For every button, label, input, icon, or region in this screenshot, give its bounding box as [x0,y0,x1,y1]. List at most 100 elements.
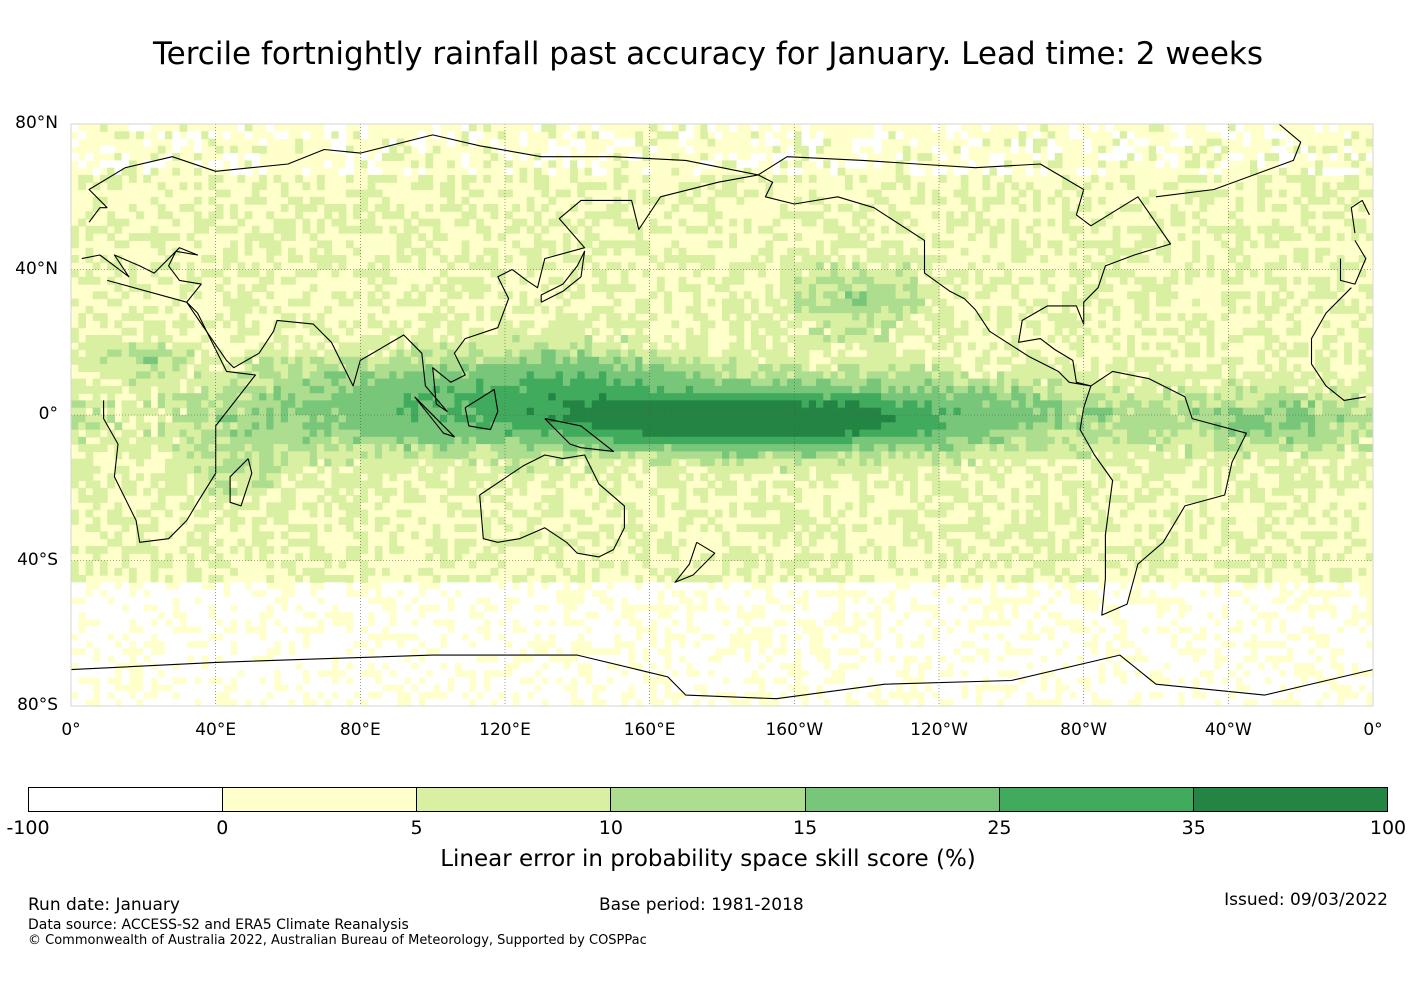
skill-cell [396,618,405,627]
skill-cell [758,458,766,467]
skill-cell [273,473,282,482]
skill-cell [548,669,557,678]
skill-cell [439,626,448,634]
skill-cell [787,611,795,620]
skill-cell [859,174,868,183]
skill-cell [454,291,463,300]
skill-cell [736,400,745,409]
skill-cell [758,269,766,278]
skill-cell [700,262,709,271]
skill-cell [316,698,325,706]
skill-cell [533,626,542,634]
skill-cell [136,509,144,518]
skill-cell [71,698,79,706]
skill-cell [157,618,166,627]
skill-cell [584,349,593,358]
skill-cell [338,444,347,452]
skill-cell [172,320,181,329]
skill-cell [526,335,535,343]
skill-cell [251,429,260,438]
skill-cell [729,684,737,693]
skill-cell [729,487,737,496]
skill-cell [302,364,311,372]
skill-cell [418,378,426,387]
skill-cell [92,546,101,554]
skill-cell [635,509,643,518]
skill-cell [837,684,846,693]
skill-cell [389,626,398,634]
skill-cell [685,182,694,191]
skill-cell [476,335,484,343]
skill-cell [606,546,615,554]
skill-cell [490,138,499,147]
skill-cell [382,269,390,278]
skill-cell [548,262,557,271]
skill-cell [425,458,434,467]
skill-cell [99,160,108,169]
skill-cell [635,385,643,394]
skill-cell [179,371,188,380]
skill-cell [403,255,412,263]
skill-cell [295,553,303,562]
skill-cell [136,458,144,467]
skill-cell [635,524,643,532]
skill-cell [794,553,803,562]
skill-cell [374,698,383,706]
skill-cell [548,495,557,503]
skill-cell [714,225,723,234]
skill-cell [562,422,571,431]
skill-cell [649,429,658,438]
skill-cell [280,218,289,227]
skill-cell [194,509,202,518]
skill-cell [852,378,860,387]
skill-cell [497,371,506,380]
skill-cell [345,364,354,372]
skill-cell [165,465,173,474]
skill-cell [302,298,311,307]
skill-cell [374,458,383,467]
skill-cell [765,429,774,438]
skill-cell [280,465,289,474]
skill-cell [649,225,658,234]
skill-cell [649,655,658,663]
skill-cell [374,465,383,474]
skill-cell [758,349,766,358]
skill-cell [548,647,557,656]
skill-cell [165,305,173,314]
skill-cell [280,691,289,700]
skill-cell [273,131,282,140]
skill-cell [837,378,846,387]
skill-cell [628,189,636,198]
skill-cell [497,407,506,416]
skill-cell [208,255,217,263]
skill-cell [136,524,144,532]
skill-cell [700,342,709,351]
skill-cell [772,538,781,547]
skill-cell [476,364,484,372]
skill-cell [389,436,398,445]
skill-cell [273,385,282,394]
skill-cell [447,502,455,511]
skill-cell [722,458,730,467]
skill-cell [222,458,231,467]
skill-cell [678,487,687,496]
skill-cell [707,596,716,605]
skill-cell [555,618,564,627]
skill-cell [794,371,803,380]
skill-cell [693,676,701,685]
skill-cell [251,465,260,474]
skill-cell [678,684,687,693]
skill-cell [338,415,347,423]
skill-cell [389,582,398,591]
skill-cell [259,305,267,314]
skill-cell [432,320,441,329]
skill-cell [570,138,578,147]
skill-cell [685,400,694,409]
skill-cell [353,364,361,372]
skill-cell [201,698,209,706]
skill-cell [693,575,701,583]
skill-cell [837,313,846,321]
skill-cell [208,378,217,387]
skill-cell [244,444,253,452]
skill-cell [830,371,839,380]
